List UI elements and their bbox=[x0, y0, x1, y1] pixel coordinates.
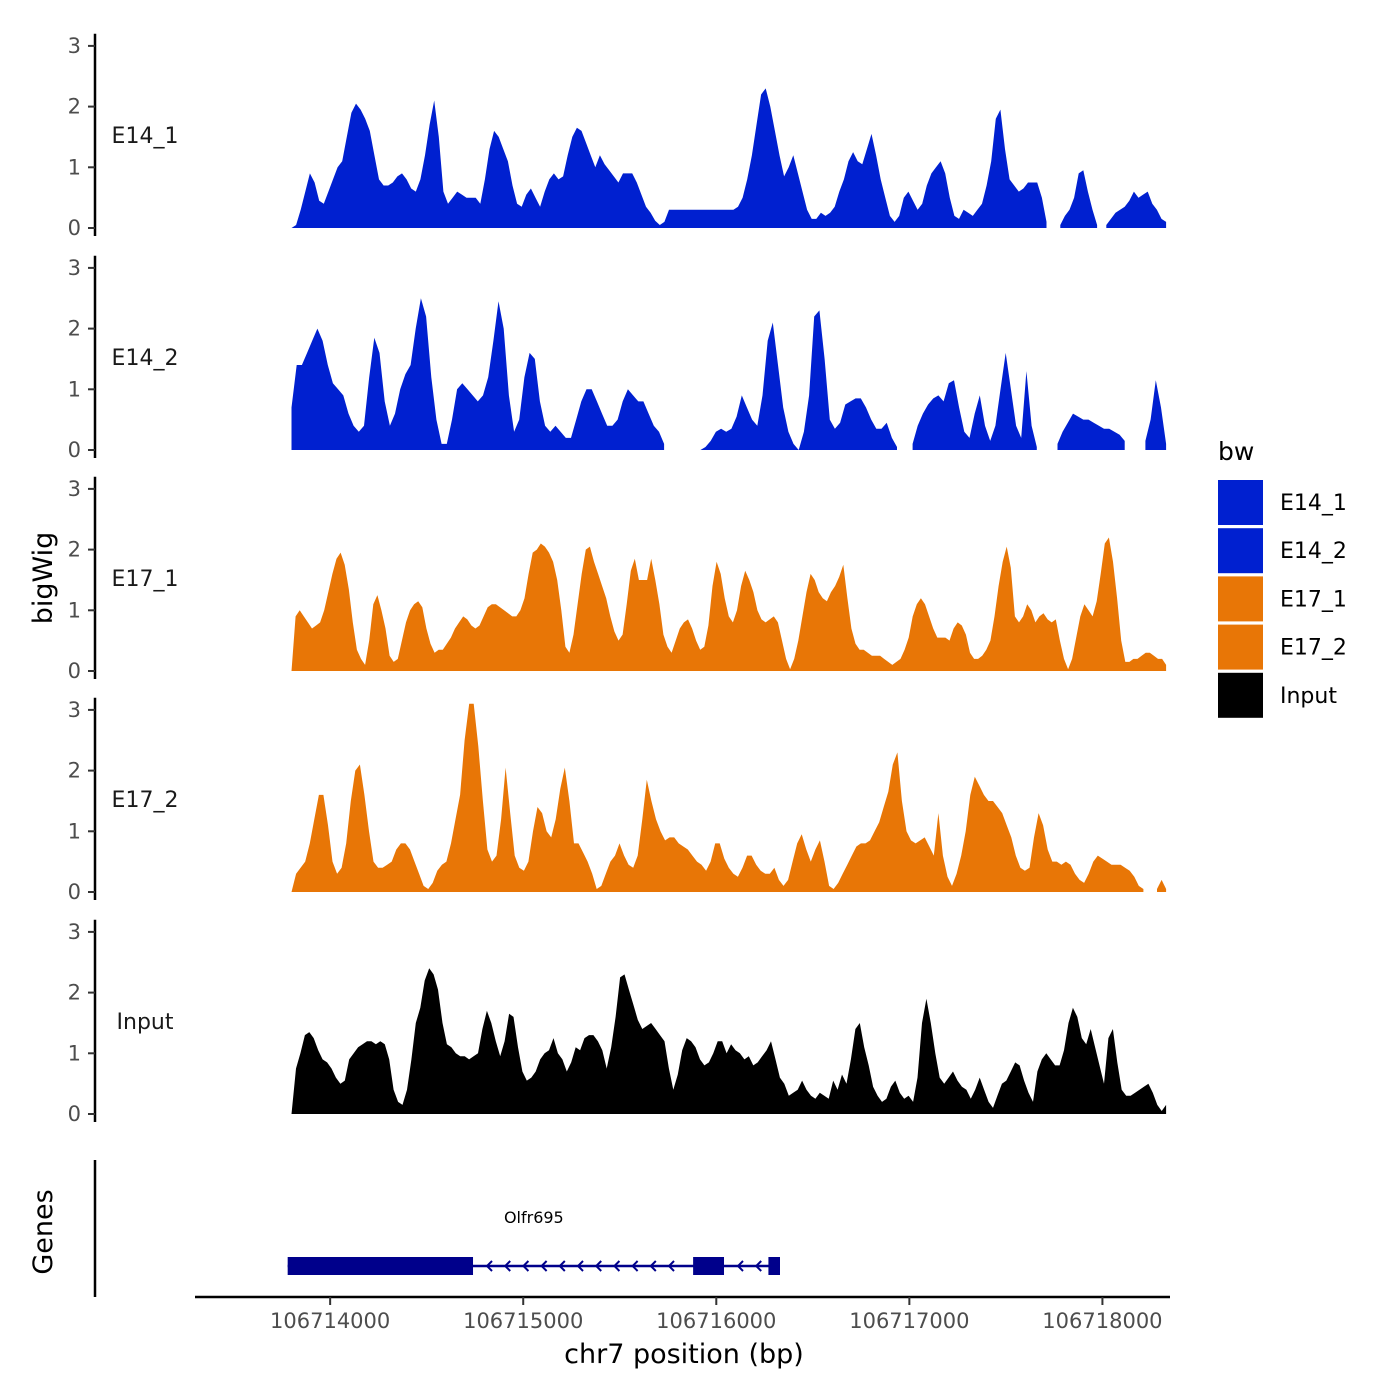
track-e17-2: 0 1 2 3 E17_2 bbox=[68, 697, 1167, 904]
gene-exon bbox=[693, 1257, 725, 1275]
legend-item: E17_1 bbox=[1218, 576, 1347, 622]
gene-track: Olfr695 bbox=[93, 1160, 780, 1297]
gene-name-label: Olfr695 bbox=[504, 1208, 564, 1227]
strand-arrow bbox=[594, 1260, 602, 1272]
legend-label: E14_1 bbox=[1280, 491, 1347, 516]
x-tick-label: 106716000 bbox=[656, 1309, 776, 1333]
y-tick-label: 0 bbox=[68, 216, 81, 240]
legend-key bbox=[1218, 528, 1263, 574]
x-tick-label: 106717000 bbox=[849, 1309, 969, 1333]
signal-area bbox=[700, 310, 897, 450]
strand-arrow bbox=[631, 1260, 639, 1272]
gene-exon bbox=[768, 1257, 780, 1275]
strand-arrow bbox=[576, 1260, 584, 1272]
legend-item: Input bbox=[1218, 672, 1337, 718]
y-tick-label: 1 bbox=[68, 598, 81, 622]
y-tick-label: 3 bbox=[68, 698, 81, 722]
y-tick-label: 3 bbox=[68, 477, 81, 501]
y-tick-label: 1 bbox=[68, 819, 81, 843]
y-tick-label: 0 bbox=[68, 1102, 81, 1126]
signal-tracks: 0 1 2 3 E14_1 0 1 2 3 E14_2 0 1 2 3 E17_1 0 1 2 3 E17_2 0 1 2 3… bbox=[68, 33, 1167, 1126]
y-tick-label: 1 bbox=[68, 1041, 81, 1065]
legend-key bbox=[1218, 480, 1263, 525]
signal-area bbox=[1106, 191, 1167, 228]
y-tick-label: 0 bbox=[68, 659, 81, 683]
track-label: Input bbox=[117, 1010, 174, 1035]
legend-item: E14_1 bbox=[1218, 480, 1347, 525]
y-tick-label: 3 bbox=[68, 256, 81, 280]
x-axis: 106714000 106715000 106716000 106717000 1067… bbox=[195, 1295, 1170, 1333]
strand-arrow bbox=[485, 1260, 493, 1272]
track-input: 0 1 2 3 Input bbox=[68, 919, 1167, 1126]
legend-key bbox=[1218, 672, 1263, 718]
signal-area bbox=[291, 537, 1167, 671]
y-tick-label: 1 bbox=[68, 377, 81, 401]
y-tick-label: 2 bbox=[68, 759, 81, 783]
x-axis-title: chr7 position (bp) bbox=[564, 1339, 804, 1370]
legend-item: E17_2 bbox=[1218, 624, 1347, 670]
legend-label: E14_2 bbox=[1280, 539, 1347, 564]
signal-area bbox=[291, 298, 665, 450]
signal-area bbox=[1145, 380, 1167, 450]
strand-arrow bbox=[754, 1260, 762, 1272]
legend: bw E14_1 E14_2 E17_1 E17_2 Input bbox=[1218, 437, 1347, 718]
x-tick-label: 106715000 bbox=[463, 1309, 583, 1333]
legend-label: E17_1 bbox=[1280, 587, 1347, 612]
y-tick-label: 2 bbox=[68, 95, 81, 119]
signal-area bbox=[1157, 879, 1167, 892]
strand-arrow bbox=[558, 1260, 566, 1272]
signal-area bbox=[291, 703, 1144, 892]
track-label: E14_2 bbox=[112, 346, 179, 371]
y-tick-label: 1 bbox=[68, 155, 81, 179]
y-tick-label: 3 bbox=[68, 34, 81, 58]
strand-arrow bbox=[667, 1260, 675, 1272]
strand-arrow bbox=[522, 1260, 530, 1272]
strand-arrow bbox=[540, 1260, 548, 1272]
x-tick-label: 106714000 bbox=[270, 1309, 390, 1333]
y-tick-label: 3 bbox=[68, 920, 81, 944]
strand-arrow bbox=[503, 1260, 511, 1272]
signal-area bbox=[1060, 170, 1098, 228]
track-e17-1: 0 1 2 3 E17_1 bbox=[68, 476, 1167, 683]
signal-area bbox=[291, 88, 1047, 229]
strand-arrow bbox=[649, 1260, 657, 1272]
strand-arrow bbox=[736, 1260, 744, 1272]
signal-area bbox=[291, 968, 1167, 1114]
y-tick-label: 0 bbox=[68, 438, 81, 462]
genes-axis-title: Genes bbox=[28, 1189, 59, 1274]
track-e14-2: 0 1 2 3 E14_2 bbox=[68, 255, 1167, 462]
track-e14-1: 0 1 2 3 E14_1 bbox=[68, 33, 1167, 240]
track-label: E17_2 bbox=[112, 788, 179, 813]
signal-area bbox=[912, 352, 1037, 450]
legend-title: bw bbox=[1218, 437, 1254, 466]
y-tick-label: 2 bbox=[68, 317, 81, 341]
legend-key bbox=[1218, 576, 1263, 622]
y-tick-label: 0 bbox=[68, 880, 81, 904]
track-label: E17_1 bbox=[112, 567, 179, 592]
y-tick-label: 2 bbox=[68, 538, 81, 562]
legend-item: E14_2 bbox=[1218, 528, 1347, 574]
x-tick-label: 106718000 bbox=[1042, 1309, 1162, 1333]
track-label: E14_1 bbox=[112, 124, 179, 149]
strand-arrow bbox=[613, 1260, 621, 1272]
legend-key bbox=[1218, 624, 1263, 670]
y-tick-label: 2 bbox=[68, 981, 81, 1005]
signal-area bbox=[1057, 413, 1125, 450]
y-axis-title: bigWig bbox=[28, 532, 59, 625]
legend-label: Input bbox=[1280, 684, 1337, 709]
legend-label: E17_2 bbox=[1280, 636, 1347, 661]
gene-exon bbox=[287, 1257, 474, 1275]
